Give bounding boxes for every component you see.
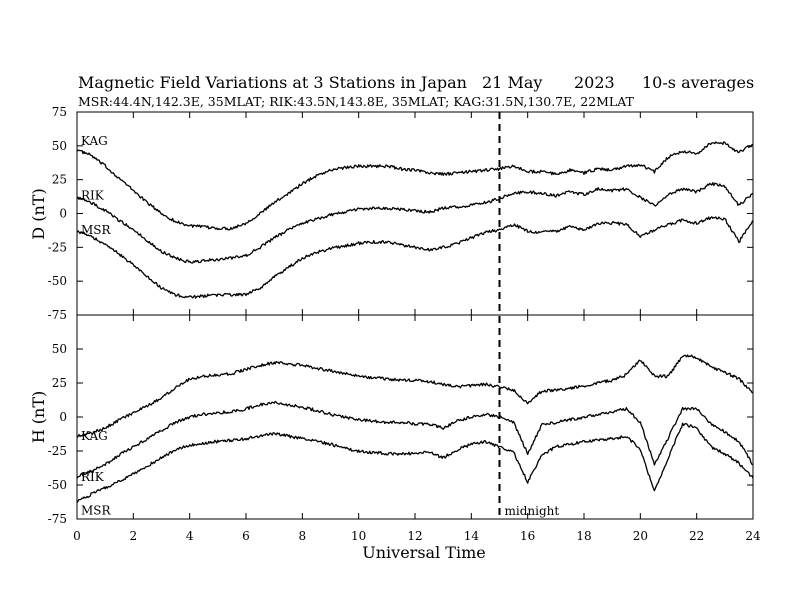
panel-d-series-labels: KAG RIK MSR xyxy=(81,134,112,237)
series-line-kag xyxy=(76,141,754,231)
x-axis-label: Universal Time xyxy=(362,543,485,562)
x-tick-label: 12 xyxy=(407,529,422,543)
chart-averaging: 10-s averages xyxy=(642,73,754,92)
series-label-rik: RIK xyxy=(81,188,105,202)
x-tick-label: 2 xyxy=(130,529,138,543)
panel-h-ylabel: H (nT) xyxy=(29,391,48,444)
x-tick-label: 14 xyxy=(464,529,480,543)
y-tick-label: 25 xyxy=(52,376,67,390)
series-line-rik xyxy=(76,400,754,479)
y-tick-label: 0 xyxy=(59,207,67,221)
series-line-kag xyxy=(76,354,754,438)
x-tick-label: 6 xyxy=(242,529,250,543)
x-tick-label: 10 xyxy=(351,529,366,543)
series-line-msr xyxy=(76,422,754,504)
y-tick-label: -50 xyxy=(48,478,67,492)
x-tick-label: 16 xyxy=(520,529,535,543)
panel-h-series-labels: KAG RIK MSR xyxy=(81,429,112,517)
chart-date: 21 May xyxy=(482,73,542,92)
x-tick-label: 22 xyxy=(689,529,704,543)
y-tick-label: 25 xyxy=(52,173,67,187)
panel-d: 75 50 25 0 -25 -50 -75 KAG RIK MSR D (nT) xyxy=(29,105,754,322)
y-tick-label: -25 xyxy=(48,444,67,458)
x-tick-label: 24 xyxy=(745,529,761,543)
panel-h: 50 25 0 -25 -50 -75 KAG RIK MSR H (nT) xyxy=(29,314,754,526)
panel-d-y-ticks: 75 50 25 0 -25 -50 -75 xyxy=(48,105,753,322)
midnight-label: midnight xyxy=(505,504,560,518)
chart-year: 2023 xyxy=(574,73,615,92)
x-axis-ticks: 0 2 4 6 8 10 12 14 16 18 20 22 24 xyxy=(73,112,761,543)
y-tick-label: 50 xyxy=(52,139,67,153)
series-label-rik: RIK xyxy=(81,470,105,484)
panel-d-series xyxy=(76,141,754,299)
y-tick-label: -50 xyxy=(48,274,67,288)
y-tick-label: -75 xyxy=(48,308,67,322)
panel-d-ylabel: D (nT) xyxy=(29,188,48,239)
panel-d-frame xyxy=(76,111,754,316)
panel-h-y-ticks: 50 25 0 -25 -50 -75 xyxy=(48,342,753,526)
series-label-msr: MSR xyxy=(81,223,112,237)
y-tick-label: -75 xyxy=(48,512,67,526)
series-label-kag: KAG xyxy=(81,429,108,443)
x-tick-label: 4 xyxy=(186,529,194,543)
x-tick-label: 20 xyxy=(633,529,648,543)
series-line-rik xyxy=(76,182,754,264)
series-label-msr: MSR xyxy=(81,503,112,517)
x-tick-label: 8 xyxy=(299,529,307,543)
x-tick-label: 18 xyxy=(576,529,591,543)
y-tick-label: 0 xyxy=(59,410,67,424)
series-line-msr xyxy=(76,216,754,299)
chart-title: Magnetic Field Variations at 3 Stations … xyxy=(78,73,467,92)
y-tick-label: 50 xyxy=(52,342,67,356)
panel-h-frame xyxy=(76,314,754,520)
panel-h-series xyxy=(76,354,754,504)
series-label-kag: KAG xyxy=(81,134,108,148)
stations-line: MSR:44.4N,142.3E, 35MLAT; RIK:43.5N,143.… xyxy=(78,94,635,109)
y-tick-label: 75 xyxy=(52,105,67,119)
y-tick-label: -25 xyxy=(48,240,67,254)
x-tick-label: 0 xyxy=(73,529,81,543)
